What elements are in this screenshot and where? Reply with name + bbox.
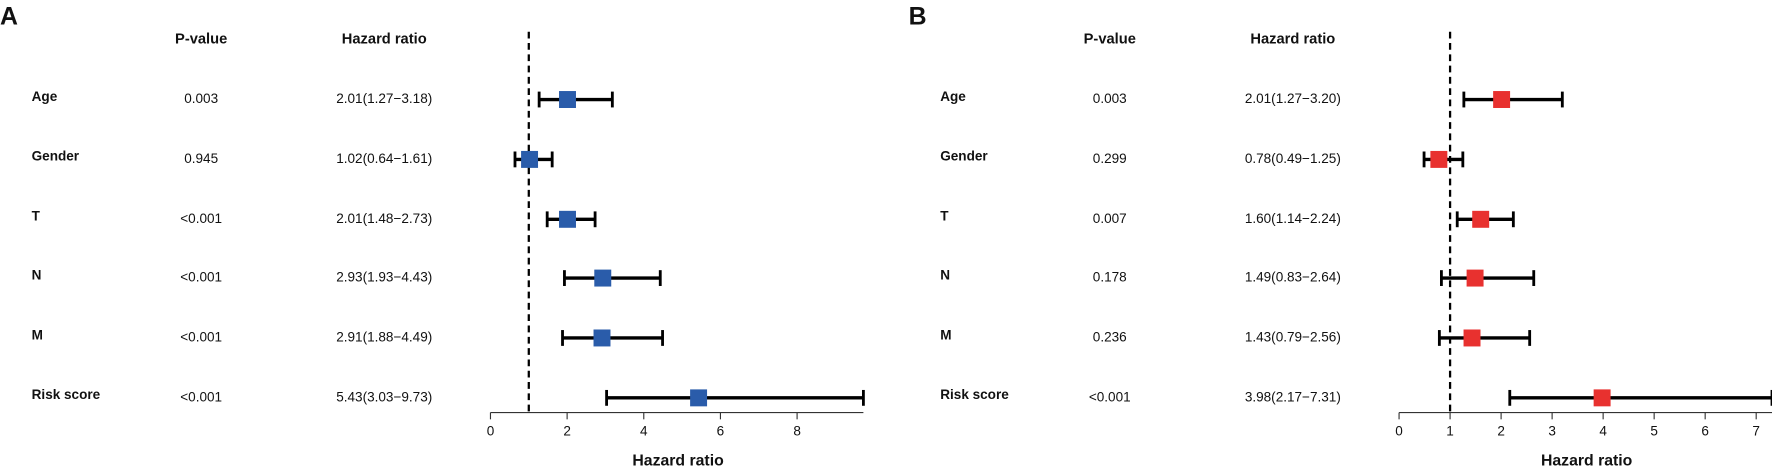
p-value: 0.299 — [1093, 151, 1127, 166]
row-label: M — [32, 327, 43, 342]
row-label: Risk score — [940, 387, 1009, 402]
hr-point — [1593, 389, 1611, 407]
row-label: Gender — [32, 149, 80, 164]
hr-point — [594, 269, 612, 287]
column-header: Hazard ratio — [342, 31, 427, 47]
column-header: P-value — [1084, 31, 1136, 47]
p-value: 0.003 — [1093, 91, 1127, 106]
row-label: Age — [940, 89, 966, 104]
hr-point — [1430, 150, 1448, 168]
p-value: 0.945 — [184, 151, 218, 166]
hr-point — [1493, 91, 1511, 108]
x-tick-label: 2 — [1497, 423, 1505, 438]
x-tick-label: 0 — [1395, 423, 1403, 438]
hr-label: 0.78(0.49−1.25) — [1245, 151, 1341, 166]
hr-point — [521, 150, 539, 168]
x-tick-label: 2 — [563, 423, 571, 438]
x-axis-label: Hazard ratio — [632, 452, 724, 468]
p-value: <0.001 — [1089, 389, 1131, 404]
row-label: Age — [32, 89, 58, 104]
hr-point — [593, 329, 611, 347]
p-value: <0.001 — [180, 270, 222, 285]
p-value: 0.236 — [1093, 330, 1127, 345]
row-label: N — [32, 267, 42, 282]
p-value: <0.001 — [180, 211, 222, 226]
hr-label: 3.98(2.17−7.31) — [1245, 389, 1341, 404]
x-tick-label: 6 — [717, 423, 725, 438]
x-tick-label: 0 — [487, 423, 495, 438]
x-tick-label: 3 — [1548, 423, 1556, 438]
p-value: 0.007 — [1093, 211, 1127, 226]
p-value: <0.001 — [180, 389, 222, 404]
x-tick-label: 4 — [640, 423, 648, 438]
hr-label: 1.60(1.14−2.24) — [1245, 211, 1341, 226]
p-value: <0.001 — [180, 330, 222, 345]
x-tick-label: 6 — [1701, 423, 1709, 438]
x-tick-label: 1 — [1446, 423, 1454, 438]
x-tick-label: 5 — [1650, 423, 1658, 438]
hr-label: 1.43(0.79−2.56) — [1245, 330, 1341, 345]
hr-point — [559, 91, 576, 108]
row-label: T — [940, 209, 949, 224]
row-label: Gender — [940, 149, 988, 164]
p-value: 0.178 — [1093, 270, 1127, 285]
hr-point — [690, 389, 708, 407]
row-label: Risk score — [32, 387, 101, 402]
hr-label: 2.01(1.27−3.20) — [1245, 91, 1341, 106]
row-label: M — [940, 327, 951, 342]
x-axis-label: Hazard ratio — [1541, 452, 1633, 468]
hr-point — [1463, 329, 1481, 347]
column-header: P-value — [175, 31, 227, 47]
hr-label: 2.01(1.48−2.73) — [336, 211, 432, 226]
x-tick-label: 7 — [1752, 423, 1760, 438]
row-label: N — [940, 267, 950, 282]
p-value: 0.003 — [184, 91, 218, 106]
x-tick-label: 4 — [1599, 423, 1607, 438]
x-tick-label: 8 — [793, 423, 801, 438]
panel-label: A — [0, 3, 18, 31]
row-label: T — [32, 209, 41, 224]
column-header: Hazard ratio — [1250, 31, 1335, 47]
hr-label: 2.91(1.88−4.49) — [336, 330, 432, 345]
hr-point — [1472, 210, 1490, 228]
hr-label: 1.02(0.64−1.61) — [336, 151, 432, 166]
hr-point — [1466, 269, 1484, 287]
hr-label: 5.43(3.03−9.73) — [336, 389, 432, 404]
hr-point — [559, 210, 576, 228]
panel-label: B — [909, 3, 927, 31]
hr-label: 2.93(1.93−4.43) — [336, 270, 432, 285]
hr-label: 2.01(1.27−3.18) — [336, 91, 432, 106]
hr-label: 1.49(0.83−2.64) — [1245, 270, 1341, 285]
